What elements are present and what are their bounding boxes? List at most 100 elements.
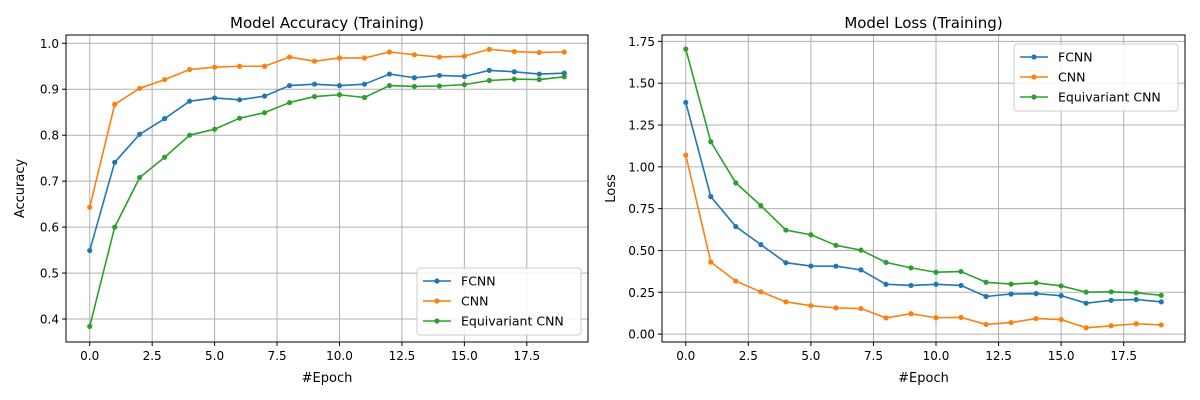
data-point: [436, 54, 442, 60]
data-point: [236, 115, 243, 121]
data-point: [236, 63, 243, 69]
y-tick-label: 0.8: [40, 129, 59, 143]
data-point: [361, 81, 368, 87]
data-point: [87, 204, 93, 210]
data-point: [1058, 316, 1064, 323]
data-point: [436, 83, 442, 89]
x-tick-label: 12.5: [985, 349, 1012, 363]
y-tick-label: 1.75: [628, 35, 655, 49]
x-tick-label: 2.5: [739, 349, 758, 363]
data-point: [112, 101, 118, 107]
data-point: [758, 289, 764, 295]
data-point: [783, 260, 789, 266]
data-point: [1133, 290, 1139, 296]
data-point: [536, 71, 542, 77]
data-point: [162, 116, 168, 122]
data-point: [187, 132, 193, 138]
data-point: [933, 269, 939, 275]
x-tick-label: 15.0: [451, 349, 478, 363]
y-tick-label: 0.25: [628, 286, 655, 300]
x-tick-label: 17.5: [1110, 349, 1137, 363]
chart-panel-1: 0.0 2.5 5.0 7.5 10.0 12.5 15.0 17.5 0.00 0.25 0.50…: [604, 14, 1186, 386]
data-point: [386, 49, 393, 55]
data-point: [833, 242, 839, 248]
data-point: [1083, 289, 1089, 295]
y-tick-label: 1.50: [628, 77, 655, 91]
y-tick-label: 0.00: [628, 328, 655, 342]
data-point: [261, 93, 268, 99]
x-tick-label: 5.0: [205, 349, 224, 363]
data-point: [783, 227, 789, 233]
data-point: [386, 82, 393, 89]
axes-frame: [661, 34, 1186, 343]
data-point: [137, 174, 143, 181]
y-axis-label: Accuracy: [13, 159, 28, 219]
data-point: [983, 293, 989, 300]
data-point: [261, 110, 268, 116]
x-tick-label: 2.5: [143, 349, 162, 363]
data-point: [511, 76, 517, 82]
data-point: [983, 321, 989, 328]
data-point: [708, 259, 714, 265]
chart-panel-0: 0.0 2.5 5.0 7.5 10.0 12.5 15.0 17.5 0.4 0.5 0.6 0.7…: [13, 14, 589, 386]
data-point: [833, 263, 839, 269]
data-point: [561, 49, 567, 55]
legend-marker: [434, 318, 440, 324]
data-point: [733, 223, 739, 230]
x-tick-label: 12.5: [389, 349, 416, 363]
data-point: [783, 299, 789, 305]
data-point: [1158, 299, 1164, 305]
legend-box: [1013, 43, 1179, 112]
data-point: [561, 74, 567, 80]
data-point: [1133, 321, 1139, 327]
data-point: [883, 281, 889, 287]
data-point: [1033, 280, 1039, 286]
data-point: [361, 55, 368, 61]
data-point: [1108, 289, 1114, 295]
data-point: [1058, 293, 1064, 299]
data-point: [236, 97, 243, 103]
data-point: [286, 99, 293, 106]
x-tick-label: 15.0: [1048, 349, 1075, 363]
data-point: [1108, 297, 1114, 303]
data-point: [958, 282, 964, 289]
data-point: [1158, 322, 1164, 328]
data-point: [536, 49, 542, 56]
data-point: [87, 247, 93, 254]
legend-label: Equivariant CNN: [461, 314, 564, 329]
data-point: [336, 92, 343, 98]
data-point: [461, 82, 467, 88]
data-point: [112, 159, 118, 165]
data-point: [361, 94, 368, 101]
data-point: [858, 267, 864, 273]
data-point: [461, 73, 467, 79]
data-point: [1008, 281, 1014, 287]
legend-marker: [1031, 54, 1037, 60]
data-point: [858, 305, 864, 312]
legend-label: FCNN: [461, 274, 496, 289]
legend-label: CNN: [1058, 70, 1085, 85]
series-line: [684, 102, 1162, 304]
data-point: [137, 131, 143, 137]
data-point: [286, 54, 293, 60]
data-point: [386, 71, 393, 77]
data-point: [336, 55, 343, 61]
data-point: [1158, 292, 1164, 298]
data-point: [958, 314, 964, 321]
series-line: [88, 69, 565, 251]
legend: FCNN CNN Equivariant CNN: [1013, 43, 1179, 112]
data-point: [536, 76, 542, 83]
data-point: [187, 66, 193, 73]
data-point: [733, 278, 739, 284]
x-tick-label: 7.5: [864, 349, 883, 363]
data-point: [436, 72, 442, 79]
data-point: [758, 242, 764, 248]
data-point: [411, 52, 418, 58]
data-point: [212, 95, 218, 101]
series-1: [683, 152, 1164, 331]
x-tick-label: 7.5: [268, 349, 287, 363]
data-point: [1083, 300, 1089, 306]
data-point: [1033, 291, 1039, 297]
